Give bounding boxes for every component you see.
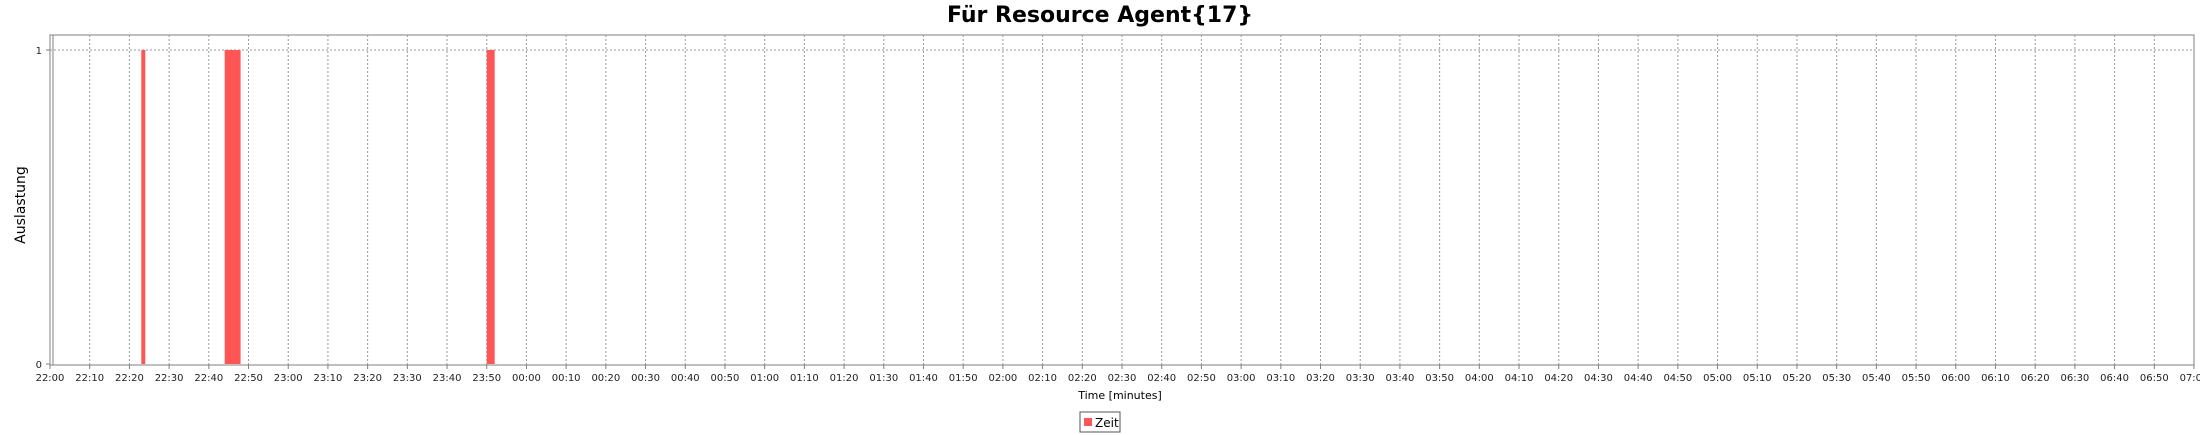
x-tick-label: 06:50 [2140, 373, 2169, 384]
x-tick-label: 03:20 [1306, 373, 1335, 384]
x-tick-label: 04:40 [1624, 373, 1653, 384]
x-tick-label: 00:00 [512, 373, 541, 384]
x-tick-label: 05:50 [1902, 373, 1931, 384]
x-tick-label: 01:20 [830, 373, 859, 384]
legend-box [1079, 411, 1121, 433]
bar [486, 50, 495, 364]
legend: Zeit [1079, 411, 1121, 433]
y-tick-label: 0 [36, 360, 42, 371]
x-tick-label: 23:10 [314, 373, 343, 384]
x-tick-label: 04:30 [1584, 373, 1613, 384]
x-tick-label: 00:50 [711, 373, 740, 384]
x-tick-label: 23:20 [353, 373, 382, 384]
x-tick-label: 05:20 [1783, 373, 1812, 384]
x-tick-label: 00:30 [631, 373, 660, 384]
bar [224, 50, 241, 364]
x-tick-label: 22:10 [75, 373, 104, 384]
x-tick-label: 03:30 [1346, 373, 1375, 384]
x-tick-label: 02:40 [1147, 373, 1176, 384]
x-tick-label: 05:00 [1703, 373, 1732, 384]
x-tick-label: 00:40 [671, 373, 700, 384]
x-tick-label: 22:50 [234, 373, 263, 384]
x-tick-label: 03:40 [1386, 373, 1415, 384]
x-tick-label: 23:30 [393, 373, 422, 384]
x-tick-label: 04:50 [1663, 373, 1692, 384]
x-tick-label: 01:00 [750, 373, 779, 384]
plot-area: 22:00 22:10 22:20 22:30 22:40 22:50 23:00 23:10… [36, 34, 2200, 384]
x-tick-label: 23:00 [274, 373, 303, 384]
x-tick-label: 05:30 [1822, 373, 1851, 384]
x-tick-label: 05:10 [1743, 373, 1772, 384]
x-tick-label: 00:10 [552, 373, 581, 384]
x-tick-label: 04:00 [1465, 373, 1494, 384]
x-tick-label: 04:20 [1544, 373, 1573, 384]
x-tick-label: 02:10 [1028, 373, 1057, 384]
x-tick-label: 00:20 [591, 373, 620, 384]
x-tick-label: 01:50 [949, 373, 978, 384]
x-tick-label: 23:50 [472, 373, 501, 384]
x-tick-label: 23:40 [433, 373, 462, 384]
x-tick-label: 01:30 [869, 373, 898, 384]
x-tick-label: 06:20 [2021, 373, 2050, 384]
x-tick-label: 22:00 [36, 373, 65, 384]
x-tick-label: 02:20 [1068, 373, 1097, 384]
x-axis-label: Time [minutes] [1077, 389, 1162, 402]
x-tick-label: 01:10 [790, 373, 819, 384]
bar [141, 50, 146, 364]
chart-title: Für Resource Agent{17} [947, 3, 1253, 28]
x-tick-label: 03:50 [1425, 373, 1454, 384]
x-tick-label: 02:50 [1187, 373, 1216, 384]
x-tick-label: 03:00 [1227, 373, 1256, 384]
x-tick-label: 01:40 [909, 373, 938, 384]
x-tick-label: 07:00 [2180, 373, 2200, 384]
x-tick-label: 06:30 [2060, 373, 2089, 384]
x-tick-label: 22:20 [115, 373, 144, 384]
x-tick-label: 06:40 [2100, 373, 2129, 384]
legend-swatch [1084, 418, 1092, 426]
x-tick-label: 02:30 [1108, 373, 1137, 384]
x-tick-label: 22:30 [155, 373, 184, 384]
x-tick-label: 22:40 [194, 373, 223, 384]
x-tick-label: 02:00 [988, 373, 1017, 384]
x-tick-label: 05:40 [1862, 373, 1891, 384]
legend-label-zeit: Zeit [1095, 416, 1119, 430]
x-tick-label: 06:00 [1941, 373, 1970, 384]
x-tick-label: 04:10 [1505, 373, 1534, 384]
x-tick-label: 03:10 [1266, 373, 1295, 384]
x-tick-label: 06:10 [1981, 373, 2010, 384]
y-axis-label: Auslastung [13, 166, 29, 244]
y-tick-label: 1 [36, 46, 42, 57]
